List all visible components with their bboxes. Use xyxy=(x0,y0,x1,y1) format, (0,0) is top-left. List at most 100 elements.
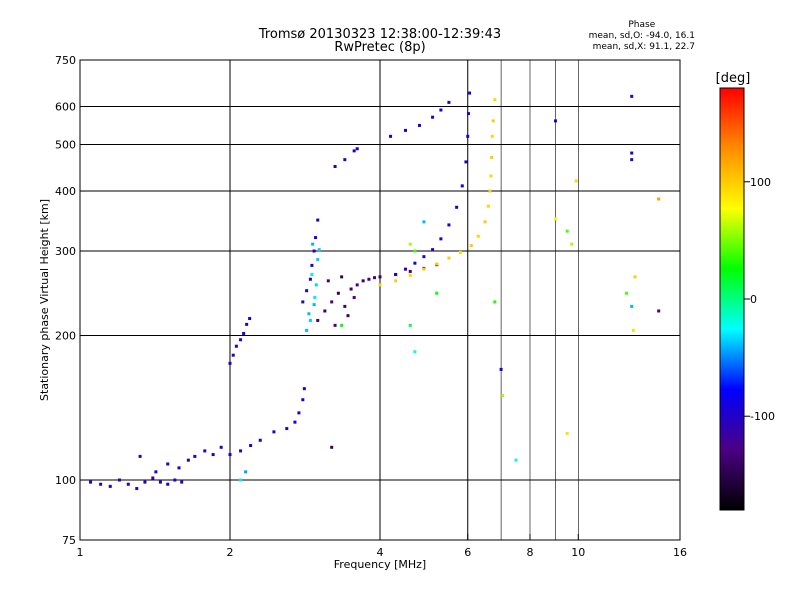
data-point xyxy=(89,480,93,484)
data-point xyxy=(249,444,253,448)
data-point xyxy=(158,480,162,484)
x-tick-label: 10 xyxy=(571,546,585,559)
data-point xyxy=(570,242,574,246)
data-point xyxy=(435,291,439,295)
colorbar-tick-label: 0 xyxy=(750,293,757,306)
data-point xyxy=(316,318,320,322)
data-point xyxy=(343,304,347,308)
data-point xyxy=(378,275,382,279)
data-point xyxy=(228,453,232,457)
data-point xyxy=(310,273,314,277)
data-point xyxy=(439,237,443,241)
data-point xyxy=(193,454,197,458)
data-point xyxy=(460,184,464,188)
data-point xyxy=(302,387,306,391)
y-tick-label: 600 xyxy=(55,101,76,114)
y-tick-label: 500 xyxy=(55,139,76,152)
data-point xyxy=(417,123,421,127)
data-point xyxy=(476,234,480,238)
phase-stats-x: mean, sd,X: 91.1, 22.7 xyxy=(592,42,695,52)
data-point xyxy=(565,229,569,233)
data-point xyxy=(553,217,557,221)
data-point xyxy=(314,236,318,240)
y-axis-ticks: 75 100 200 300 400 500 600 750 xyxy=(55,54,86,547)
data-point xyxy=(630,94,634,98)
data-point xyxy=(135,487,139,491)
data-point xyxy=(311,242,315,246)
data-point xyxy=(333,323,337,327)
data-point xyxy=(231,353,235,357)
data-point xyxy=(180,480,184,484)
data-point xyxy=(439,108,443,112)
data-point xyxy=(245,322,249,326)
x-tick-label: 1 xyxy=(77,546,84,559)
data-point xyxy=(333,164,337,168)
data-point xyxy=(293,420,297,424)
data-point xyxy=(346,314,350,318)
data-point xyxy=(574,179,578,183)
data-point xyxy=(493,300,497,304)
phase-statistics: Phase mean, sd,O: -94.0, 16.1 mean, sd,X… xyxy=(589,20,695,53)
colorbar-tick-label: -100 xyxy=(750,410,775,423)
data-point xyxy=(166,482,170,486)
data-point xyxy=(499,367,503,371)
data-point xyxy=(99,482,103,486)
data-point xyxy=(352,149,356,153)
data-point xyxy=(489,174,493,178)
data-point xyxy=(313,296,317,300)
data-point xyxy=(490,155,494,159)
data-point xyxy=(361,279,365,283)
data-point xyxy=(657,309,661,313)
data-point xyxy=(483,220,487,224)
data-point xyxy=(352,296,356,300)
data-point xyxy=(464,160,468,164)
data-point xyxy=(514,458,518,462)
data-point xyxy=(447,223,451,227)
data-point xyxy=(373,276,377,280)
y-tick-label: 300 xyxy=(55,245,76,258)
data-point xyxy=(239,338,243,342)
data-point xyxy=(630,158,634,162)
chart-title-line2: RwPretec (8p) xyxy=(334,40,426,55)
data-point xyxy=(501,394,505,398)
data-point xyxy=(394,273,398,277)
data-point xyxy=(305,328,309,332)
data-point xyxy=(151,476,155,480)
data-point xyxy=(631,328,635,332)
data-point xyxy=(468,91,472,95)
data-point xyxy=(301,300,305,304)
data-point xyxy=(431,248,435,252)
x-tick-label: 8 xyxy=(527,546,534,559)
phase-stats-heading: Phase xyxy=(628,20,656,30)
data-point xyxy=(285,427,289,431)
y-tick-label: 75 xyxy=(62,534,76,547)
data-point xyxy=(343,158,347,162)
data-point xyxy=(413,249,417,253)
data-point xyxy=(486,204,490,208)
colorbar-ticks: 100 0 -100 xyxy=(744,176,775,423)
y-axis-label: Stationary phase Virtual Height [km] xyxy=(38,199,51,401)
phase-stats-o: mean, sd,O: -94.0, 16.1 xyxy=(588,31,695,41)
data-point xyxy=(314,283,318,287)
data-point xyxy=(367,277,371,281)
data-point xyxy=(308,277,312,281)
y-tick-label: 200 xyxy=(55,330,76,343)
y-tick-label: 100 xyxy=(55,474,76,487)
data-point xyxy=(310,263,314,267)
data-point xyxy=(455,205,459,209)
grid-lines xyxy=(80,60,680,540)
colorbar-gradient xyxy=(719,87,745,511)
data-point xyxy=(389,134,393,138)
data-point xyxy=(323,309,327,313)
data-point xyxy=(272,430,276,434)
data-point xyxy=(394,279,398,283)
data-point xyxy=(630,304,634,308)
data-point xyxy=(244,470,248,474)
data-point xyxy=(340,275,344,279)
data-point xyxy=(177,466,181,470)
data-point xyxy=(138,454,142,458)
data-point xyxy=(308,318,312,322)
data-point xyxy=(553,119,557,123)
data-point xyxy=(316,258,320,262)
